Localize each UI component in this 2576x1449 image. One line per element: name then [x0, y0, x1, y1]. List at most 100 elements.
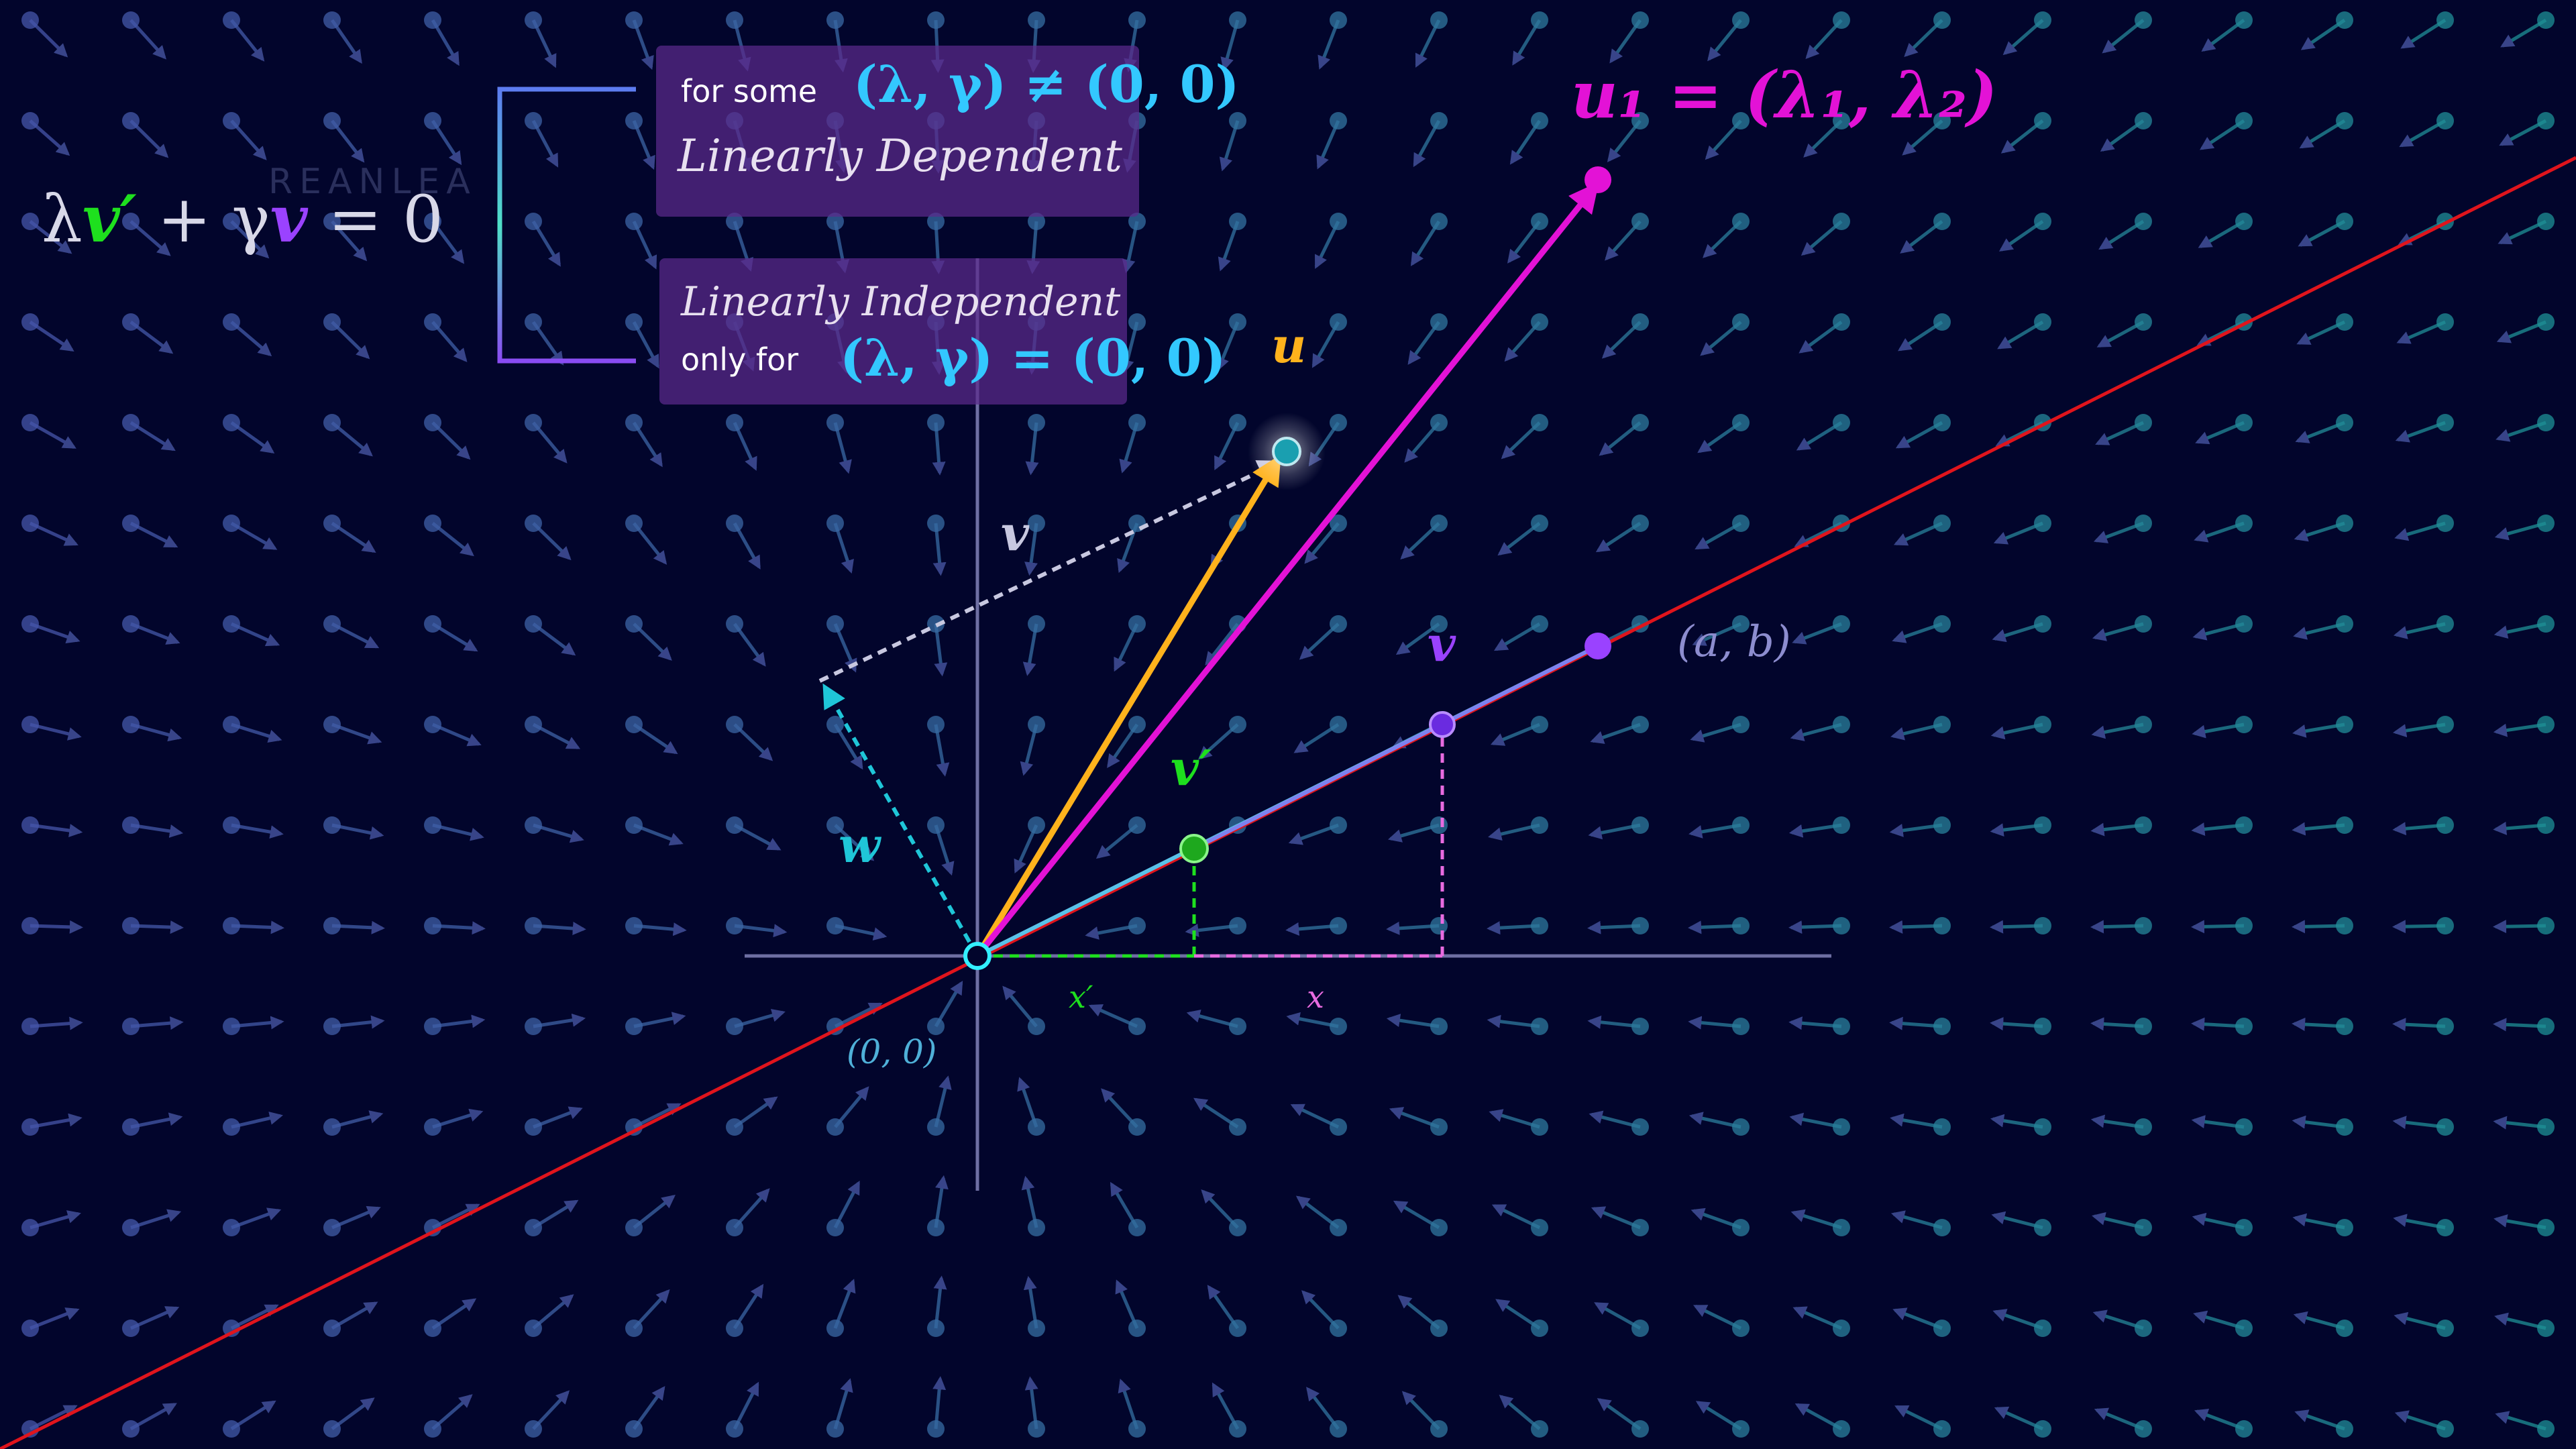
field-arrow [2002, 19, 2044, 56]
field-arrow [2395, 421, 2446, 443]
field-arrow [1796, 421, 1843, 451]
field-arrow [1393, 1200, 1440, 1230]
field-arrow [2396, 320, 2446, 344]
u-point [1272, 437, 1301, 466]
equation-lambda: λ [42, 182, 83, 257]
field-arrow [835, 924, 888, 941]
field-arrow [2292, 1115, 2345, 1129]
field-arrow [331, 823, 384, 840]
field-arrow [1293, 722, 1340, 753]
field-arrow [1401, 1391, 1440, 1430]
field-arrow [1507, 220, 1541, 264]
field-arrow [431, 1394, 473, 1430]
field-arrow [1690, 722, 1741, 743]
field-arrow [2192, 1212, 2245, 1230]
field-arrow [834, 1086, 869, 1128]
field-arrow [432, 921, 486, 935]
field-arrow [1407, 321, 1441, 365]
field-arrow [29, 19, 68, 58]
field-arrow [2195, 421, 2245, 445]
field-arrow [1107, 723, 1139, 769]
field-arrow [431, 1298, 477, 1330]
field-arrow [533, 823, 584, 843]
field-arrow [1489, 1109, 1540, 1129]
field-arrow [1395, 622, 1440, 655]
field-arrow [2192, 722, 2245, 739]
u1-point [1585, 166, 1611, 193]
field-arrow [531, 19, 557, 68]
field-arrow [532, 1294, 574, 1330]
field-arrow [231, 722, 282, 743]
field-arrow [834, 824, 875, 861]
field-arrow [1890, 1113, 1943, 1129]
field-arrow [1794, 521, 1843, 547]
field-arrow [2298, 219, 2346, 247]
field-arrow [2496, 320, 2546, 343]
field-arrow [632, 421, 663, 468]
field-arrow [1311, 321, 1340, 368]
field-arrow [532, 421, 568, 464]
field-arrow [1024, 1376, 1038, 1430]
field-arrow [30, 622, 80, 643]
ab-point [1585, 633, 1611, 659]
field-arrow [1497, 522, 1541, 556]
field-arrow [1788, 1016, 1842, 1030]
field-arrow [1897, 320, 1943, 352]
field-arrow [29, 1405, 78, 1431]
field-arrow [1995, 421, 2044, 447]
equation-v: v [270, 181, 309, 257]
field-arrow [533, 1106, 583, 1129]
field-arrow [1895, 421, 1943, 449]
field-arrow [331, 1397, 375, 1431]
field-arrow [1692, 622, 1741, 646]
field-arrow [1990, 920, 2043, 934]
field-arrow [230, 220, 270, 259]
field-arrow [1805, 19, 1843, 60]
field-arrow [2092, 1212, 2144, 1230]
field-arrow [2295, 421, 2345, 443]
field-arrow [2493, 821, 2546, 835]
field-arrow [1095, 824, 1138, 859]
field-arrow [2095, 421, 2145, 445]
field-arrow [834, 1002, 883, 1028]
field-arrow [1499, 1395, 1541, 1430]
field-arrow [231, 1208, 282, 1230]
field-arrow [1115, 1279, 1139, 1329]
independent-condition-prefix: only for [681, 341, 798, 378]
field-arrow [1400, 522, 1440, 560]
field-arrow [1992, 1309, 2043, 1330]
field-arrow [2394, 1311, 2446, 1330]
field-arrow [833, 723, 863, 770]
field-arrow [230, 622, 280, 647]
field-arrow [431, 220, 465, 264]
field-arrow [1386, 1014, 1440, 1028]
field-arrow [1993, 521, 2043, 545]
origin-point [963, 942, 991, 970]
field-arrow [633, 1289, 670, 1330]
field-arrow [2196, 320, 2245, 346]
brace-connector [399, 87, 636, 364]
field-arrow [331, 521, 376, 553]
field-arrow [1389, 1107, 1440, 1129]
field-arrow [1599, 421, 1642, 456]
field-arrow [130, 622, 180, 645]
field-arrow [633, 722, 678, 755]
field-arrow [29, 220, 72, 254]
field-arrow [2090, 1017, 2144, 1031]
field-arrow [1789, 1112, 1842, 1129]
field-arrow [733, 623, 766, 667]
field-arrow [1017, 1077, 1038, 1128]
field-arrow [2191, 920, 2245, 934]
field-arrow [833, 422, 852, 474]
field-arrow [1695, 1401, 1742, 1431]
dependent-condition-prefix: for some [681, 73, 817, 109]
field-arrow [934, 724, 950, 777]
field-arrow [1997, 320, 2044, 350]
field-arrow [1990, 823, 2043, 837]
field-arrow [1799, 320, 1843, 354]
field-arrow [1594, 1302, 1642, 1330]
field-arrow [934, 824, 955, 876]
field-arrow [1025, 422, 1039, 476]
field-arrow [1214, 421, 1240, 470]
field-arrow [1889, 823, 1943, 837]
